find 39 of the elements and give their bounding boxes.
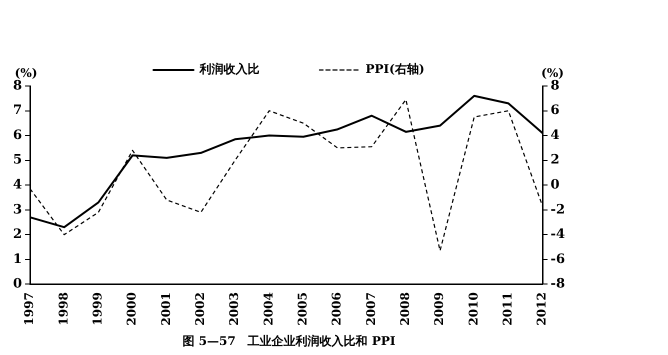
x-tick-label: 2001	[158, 292, 173, 326]
x-tick-label: 2012	[534, 292, 549, 326]
x-tick-label: 1999	[90, 292, 105, 326]
y-tick-label: 7	[13, 103, 22, 118]
x-tick-label: 2003	[227, 292, 242, 326]
x-tick-label: 2009	[432, 292, 446, 326]
y-tick-label: 1	[13, 252, 22, 267]
y-axis-title: (%)	[14, 66, 38, 80]
y-tick-label: 3	[13, 202, 22, 218]
y-tick-label: 5	[13, 152, 22, 168]
y2-tick-label: 2	[550, 152, 560, 168]
x-tick-label: 2005	[296, 292, 310, 326]
y2-tick-label: 8	[550, 78, 560, 94]
y2-tick-label: 4	[550, 128, 560, 143]
legend-label: PPI(右轴)	[365, 62, 425, 76]
x-tick-label: 2007	[364, 292, 378, 326]
y-tick-label: 4	[13, 177, 22, 192]
text: 图 5—57 工业企业利润收入比和 PPI	[182, 334, 396, 348]
y-tick-label: 8	[13, 78, 22, 94]
y-tick-label: 0	[13, 276, 22, 292]
x-tick-label: 2010	[466, 292, 480, 326]
x-tick-label: 2011	[500, 292, 515, 326]
x-tick-label: 1998	[56, 292, 70, 326]
y-tick-label: 2	[13, 227, 22, 242]
x-tick-label: 2002	[193, 292, 208, 326]
x-tick-label: 2004	[261, 292, 276, 326]
y-tick-label: 6	[13, 128, 22, 143]
y2-tick-label: 0	[550, 177, 560, 192]
x-tick-label: 2008	[398, 292, 412, 326]
y2-tick-label: 6	[550, 103, 560, 118]
x-tick-label: 2006	[330, 292, 344, 326]
legend-label: 利润收入比	[198, 62, 260, 76]
x-tick-label: 1997	[22, 292, 36, 326]
x-tick-label: 2000	[124, 292, 139, 326]
y2-tick-label: -8	[550, 276, 566, 292]
y2-tick-label: -4	[550, 227, 566, 242]
y2-axis-title: (%)	[541, 66, 564, 80]
y2-tick-label: -6	[550, 252, 566, 267]
y2-tick-label: -2	[550, 202, 566, 218]
